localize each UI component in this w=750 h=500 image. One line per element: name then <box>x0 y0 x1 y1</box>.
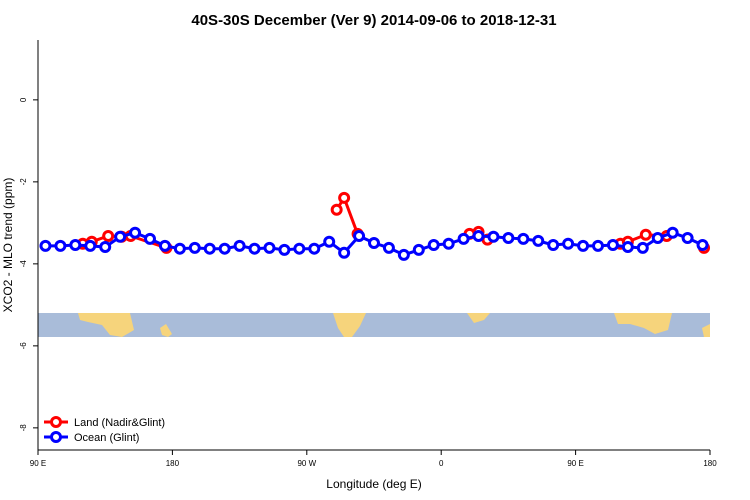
point <box>517 232 530 245</box>
y-tick-label: 0 <box>19 97 28 102</box>
point <box>158 239 171 252</box>
legend-marker <box>50 416 62 428</box>
point <box>442 237 455 250</box>
chart-title: 40S-30S December (Ver 9) 2014-09-06 to 2… <box>191 12 556 29</box>
point <box>203 242 216 255</box>
point <box>472 229 485 242</box>
legend-marker <box>50 431 62 443</box>
y-tick-label: -4 <box>19 260 28 268</box>
point <box>457 232 470 245</box>
point <box>293 242 306 255</box>
point <box>218 242 231 255</box>
point <box>278 243 291 256</box>
legend-label: Land (Nadir&Glint) <box>74 417 165 429</box>
point <box>547 239 560 251</box>
point <box>323 235 336 248</box>
point <box>651 232 664 245</box>
point <box>308 242 321 255</box>
point <box>99 241 112 254</box>
y-tick-label: -2 <box>19 178 28 186</box>
legend-label: Ocean (Glint) <box>74 432 139 444</box>
point <box>382 241 395 254</box>
point <box>144 232 156 245</box>
x-tick-label: 180 <box>703 459 717 468</box>
point <box>114 230 127 243</box>
point <box>330 203 343 216</box>
point <box>639 228 652 241</box>
point <box>353 229 366 242</box>
map-strip <box>38 313 710 337</box>
point <box>173 242 186 255</box>
y-tick-label: -8 <box>19 424 28 432</box>
point <box>338 246 351 259</box>
point <box>577 239 590 252</box>
x-tick-label: 90 W <box>297 459 316 468</box>
point <box>621 241 634 254</box>
point <box>487 230 500 243</box>
point <box>606 239 619 251</box>
point <box>188 241 201 254</box>
point <box>54 239 67 252</box>
x-tick-label: 90 E <box>30 459 46 468</box>
point <box>39 239 52 252</box>
point <box>397 248 410 261</box>
x-tick-label: 0 <box>439 459 444 468</box>
point <box>592 239 604 252</box>
point <box>562 237 575 250</box>
y-tick-label: -6 <box>19 342 28 350</box>
point <box>84 239 97 252</box>
y-axis-label: XCO2 - MLO trend (ppm) <box>1 178 15 313</box>
point <box>102 229 115 242</box>
point <box>532 234 545 247</box>
point <box>427 239 440 251</box>
x-tick-label: 90 E <box>567 459 583 468</box>
point <box>368 236 380 249</box>
point <box>636 241 649 254</box>
point <box>248 242 261 255</box>
point <box>681 232 694 245</box>
point <box>69 239 82 251</box>
point <box>666 226 679 239</box>
x-axis-label: Longitude (deg E) <box>326 477 421 491</box>
point <box>233 239 246 252</box>
point <box>263 241 276 254</box>
x-tick-label: 180 <box>166 459 180 468</box>
point <box>696 239 709 251</box>
point <box>412 243 425 256</box>
point <box>129 226 142 239</box>
point <box>502 232 515 245</box>
point <box>338 191 351 204</box>
